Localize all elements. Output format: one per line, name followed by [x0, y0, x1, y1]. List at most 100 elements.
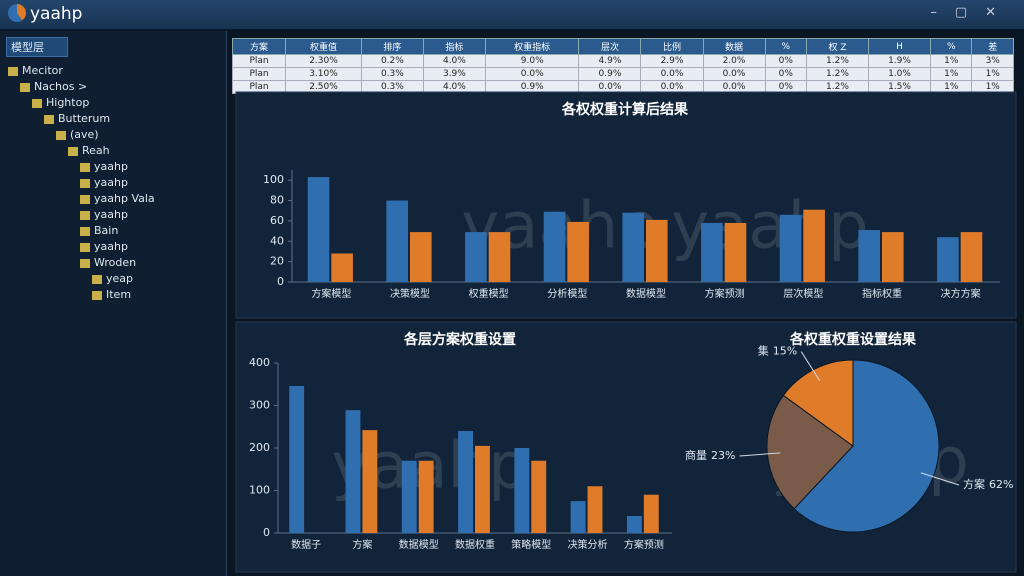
tree-node[interactable]: Hightop: [0, 95, 226, 111]
x-tick-label: 决策模型: [390, 287, 430, 300]
table-cell: 1%: [971, 67, 1014, 81]
chart-title: 各权权重计算后结果: [561, 101, 689, 118]
slice-name: 方案: [963, 477, 985, 491]
table-cell: 2.50%: [285, 80, 362, 94]
watermark: yaahp: [461, 190, 659, 264]
y-tick-label: 300: [249, 399, 270, 412]
bar: [401, 460, 417, 533]
table-cell: 3%: [971, 54, 1014, 68]
tree-label: Reah: [82, 144, 110, 157]
table-cell: 9.0%: [484, 54, 580, 68]
folder-icon: [80, 210, 90, 220]
tree-node[interactable]: Reah: [0, 143, 226, 159]
slice-value: 62%: [989, 478, 1013, 491]
x-tick-label: 方案: [352, 538, 372, 551]
table-header: 层次: [578, 38, 642, 55]
table-cell: 3.9%: [422, 67, 486, 81]
tree-node[interactable]: Item: [0, 287, 226, 303]
title-bar: yaahp –▢✕: [0, 0, 1024, 29]
window-controls[interactable]: –▢✕: [930, 5, 1014, 20]
table-cell: 0.0%: [702, 80, 766, 94]
table-cell: 0.9%: [578, 67, 642, 81]
y-tick-label: 400: [249, 356, 270, 369]
bar: [803, 209, 825, 282]
bar: [882, 232, 904, 282]
tree-node[interactable]: yaahp: [0, 239, 226, 255]
tree-node[interactable]: Bain: [0, 223, 226, 239]
tree-node[interactable]: yaahp: [0, 207, 226, 223]
tree-label: Mecitor: [22, 64, 63, 77]
table-cell: 0.3%: [360, 80, 424, 94]
table-cell: 1%: [930, 54, 973, 68]
table-header: 权重值: [285, 38, 362, 55]
bar: [724, 222, 747, 282]
bar: [331, 253, 353, 282]
slice-name: 集: [758, 344, 769, 358]
table-header: 差: [971, 38, 1014, 55]
pie-slice: [793, 359, 940, 533]
table-header: H: [867, 38, 932, 55]
table-cell: 1%: [971, 80, 1014, 94]
folder-icon: [8, 66, 18, 76]
tree-label: yaahp: [94, 176, 128, 189]
folder-icon: [80, 162, 90, 172]
x-tick-label: 数据模型: [399, 538, 439, 551]
tree-node[interactable]: yeap: [0, 271, 226, 287]
tree-node[interactable]: Wroden: [0, 255, 226, 271]
table-cell: 0.3%: [360, 67, 424, 81]
logo: [8, 4, 26, 22]
folder-icon: [56, 130, 66, 140]
bar: [386, 200, 408, 282]
tree-node[interactable]: (ave): [0, 127, 226, 143]
table-header: %: [764, 38, 807, 55]
bar: [960, 232, 983, 282]
table-cell: 4.0%: [422, 54, 486, 68]
table-cell: 0.0%: [484, 67, 580, 81]
table-cell: 4.9%: [578, 54, 642, 68]
data-table: 方案 权重值 排序 指标 权重指标 层次 比例 数据% 权 Z H% 差 Plan 2.30% 0.2% 4…: [231, 38, 1014, 94]
folder-icon: [80, 226, 90, 236]
bar: [626, 516, 642, 533]
y-tick-label: 20: [270, 255, 284, 268]
table-cell: 2.0%: [702, 54, 766, 68]
bar: [307, 177, 330, 282]
tree-label: yaahp: [94, 160, 128, 173]
bar: [514, 448, 530, 533]
tree-node[interactable]: Butterum: [0, 111, 226, 127]
x-tick-label: 数据子: [291, 538, 321, 551]
y-tick-label: 200: [249, 441, 270, 454]
folder-icon: [80, 194, 90, 204]
app-title: yaahp: [30, 4, 83, 24]
tree-label: Hightop: [46, 96, 90, 109]
table-cell: Plan: [231, 80, 287, 94]
pie-slice: [782, 359, 854, 447]
tree-label: yaahp: [94, 208, 128, 221]
table-header: 方案: [231, 38, 287, 55]
bar: [418, 460, 434, 533]
table-cell: 1%: [930, 67, 973, 81]
tree-panel: 模型层 Mecitor Nachos > Hightop Butterum (ave) R…: [0, 31, 227, 576]
tree-label: Nachos >: [34, 80, 88, 93]
table-cell: 2.9%: [640, 54, 704, 68]
folder-icon: [80, 258, 90, 268]
bar: [362, 430, 378, 533]
tree-node[interactable]: yaahp: [0, 175, 226, 191]
tree-node[interactable]: yaahp Vala: [0, 191, 226, 207]
table-cell: 0.0%: [640, 80, 704, 94]
leader-line: [920, 472, 960, 486]
bar: [410, 232, 432, 282]
table-header: 比例: [640, 38, 704, 55]
x-tick-label: 方案预测: [705, 287, 745, 300]
tree-node[interactable]: yaahp: [0, 159, 226, 175]
table-cell: 0.9%: [484, 80, 580, 94]
tree-label: yeap: [106, 272, 134, 285]
table-header: 数据: [702, 38, 766, 55]
tree-node[interactable]: Mecitor: [0, 63, 226, 79]
tree-node[interactable]: Nachos >: [0, 79, 226, 95]
y-tick-label: 100: [263, 173, 284, 186]
slice-value: 15%: [773, 345, 797, 358]
bar: [567, 221, 589, 282]
watermark: yaahp: [331, 430, 529, 504]
tree-label: Butterum: [58, 112, 111, 125]
